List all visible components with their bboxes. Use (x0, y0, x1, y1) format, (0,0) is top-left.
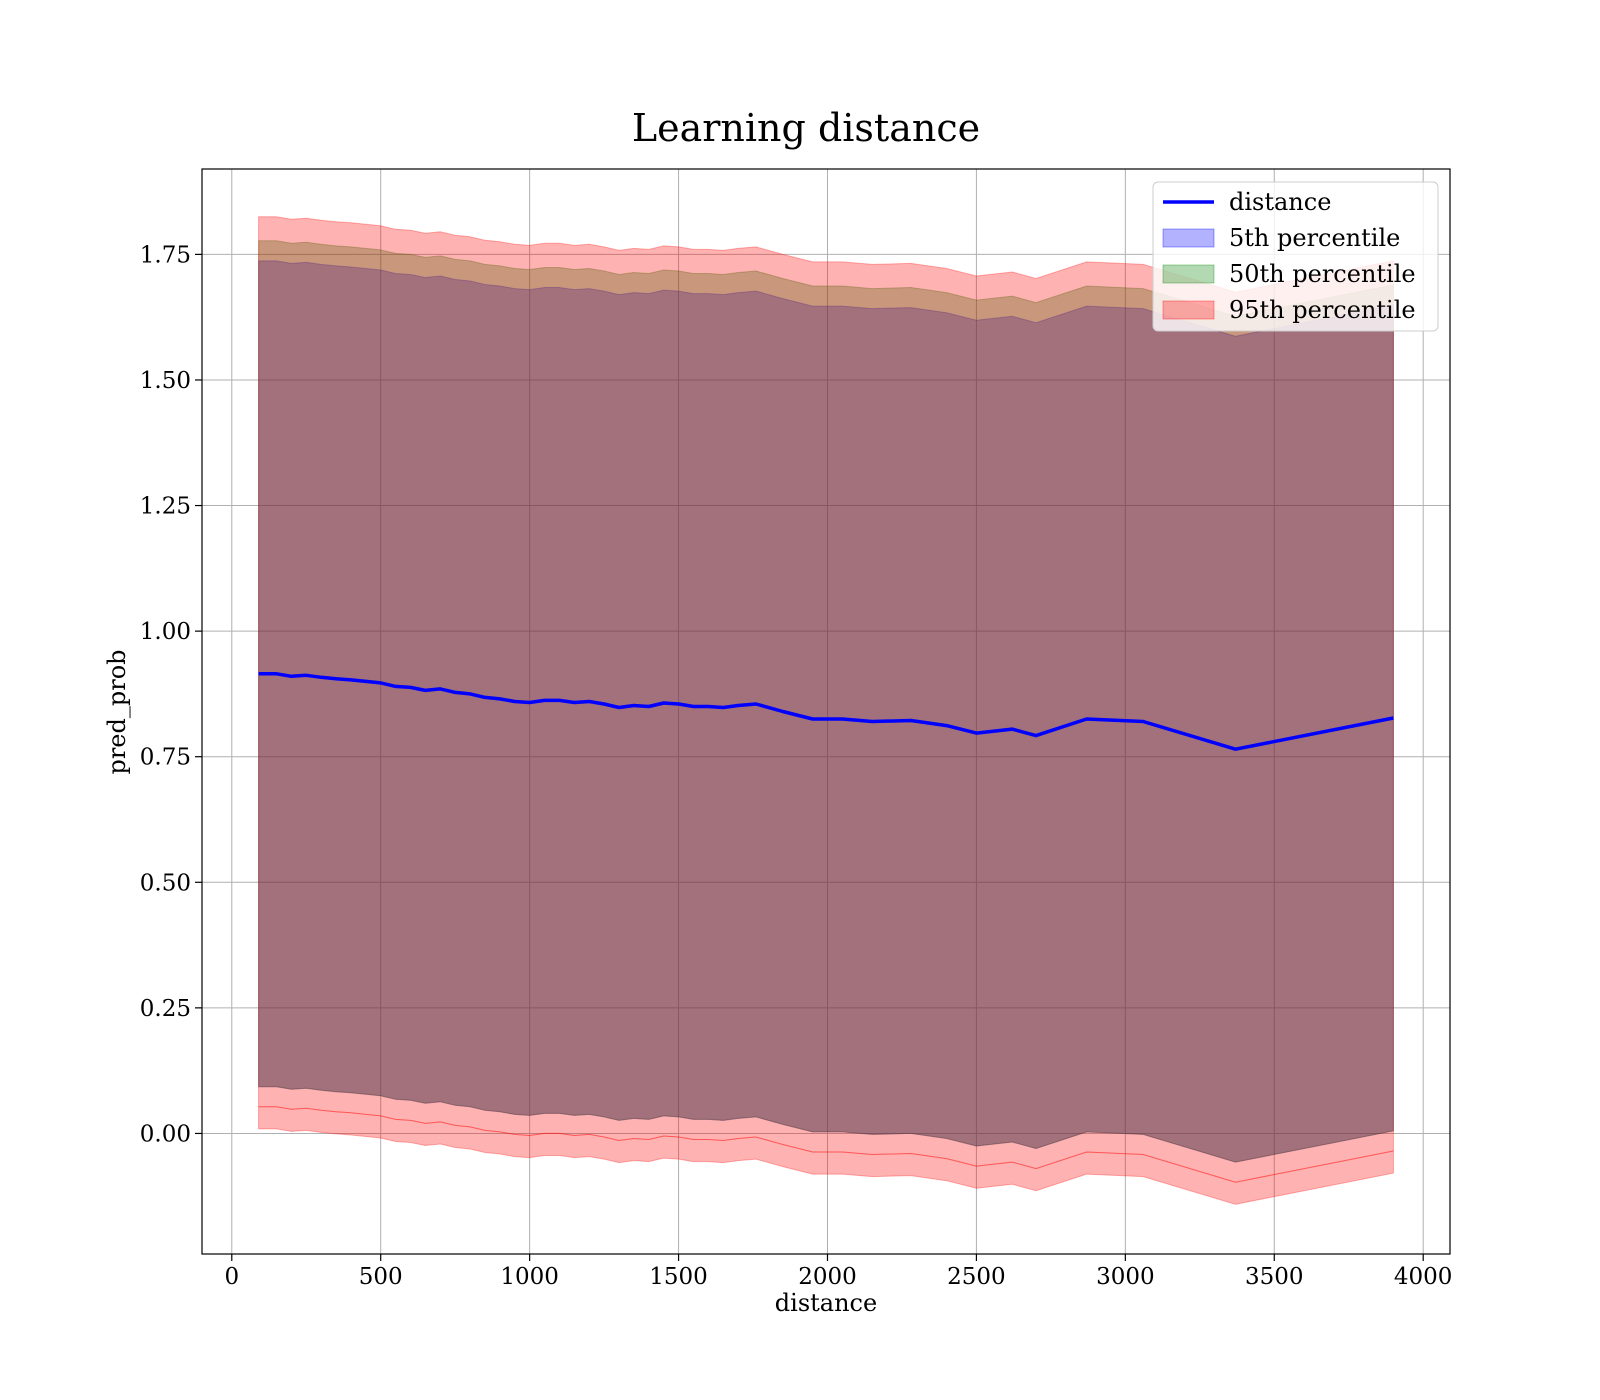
y-tick-label: 1.75 (140, 242, 191, 268)
x-tick-label: 3500 (1245, 1264, 1304, 1290)
y-tick-label: 0.00 (140, 1121, 191, 1147)
y-tick-label: 1.50 (140, 368, 191, 394)
percentile-band (258, 1106, 1394, 1205)
x-axis-label: distance (775, 1289, 877, 1317)
x-tick-label: 4000 (1394, 1264, 1453, 1290)
x-tick-label: 2000 (798, 1264, 857, 1290)
legend-label: 5th percentile (1229, 224, 1400, 252)
x-tick-label: 1500 (649, 1264, 708, 1290)
band-layer (258, 216, 1394, 1205)
y-tick-label: 0.50 (140, 870, 191, 896)
x-tick-label: 3000 (1096, 1264, 1155, 1290)
y-axis-label: pred_prob (103, 649, 131, 774)
distance-series-line (258, 672, 1394, 751)
x-tick-label: 0 (224, 1264, 239, 1290)
percentile-band (258, 240, 1394, 1163)
legend: distance 5th percentile 50th percentile 95t… (1152, 181, 1439, 332)
x-tick-label: 1000 (500, 1264, 559, 1290)
percentile-band (258, 216, 1394, 1183)
grid-layer (202, 169, 1450, 1254)
line-layer (258, 672, 1394, 751)
plot-frame (201, 168, 1451, 1255)
legend-patch-swatch (1162, 264, 1215, 284)
y-tick-label: 0.75 (140, 745, 191, 771)
legend-label: 95th percentile (1229, 296, 1416, 324)
legend-label: 50th percentile (1229, 260, 1416, 288)
y-tick-label: 1.25 (140, 494, 191, 520)
percentile-band (258, 260, 1394, 1163)
x-tick-label: 2500 (947, 1264, 1006, 1290)
chart-title: Learning distance (632, 106, 980, 150)
legend-patch-swatch (1162, 228, 1215, 248)
y-tick-label: 1.00 (140, 619, 191, 645)
x-tick-label: 500 (359, 1264, 403, 1290)
tick-layer: 0 500 1000 1500 2000 2500 3000 3500 4000 0.00 0.25… (140, 242, 1453, 1290)
legend-label: distance (1229, 188, 1331, 216)
legend-box (1152, 181, 1439, 332)
y-tick-label: 0.25 (140, 996, 191, 1022)
legend-patch-swatch (1162, 300, 1215, 320)
